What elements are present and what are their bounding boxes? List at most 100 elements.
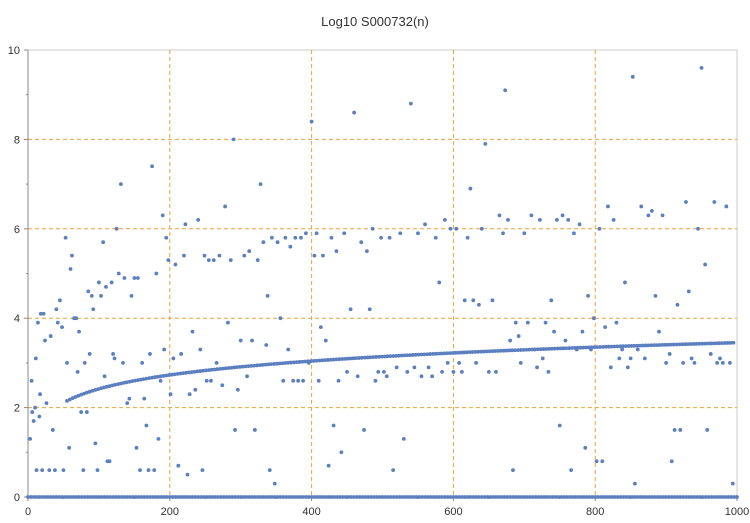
data-point	[50, 428, 55, 432]
data-point-curve	[598, 345, 603, 349]
data-point-zero	[474, 495, 478, 499]
data-point-zero	[201, 495, 206, 499]
data-point	[479, 226, 484, 231]
data-point-curve	[280, 361, 285, 366]
data-point-curve	[113, 382, 118, 387]
data-point-curve	[609, 344, 614, 349]
data-point-zero	[31, 495, 36, 499]
data-point-zero	[545, 495, 549, 499]
data-point-curve	[706, 341, 710, 346]
data-point-zero	[672, 495, 677, 499]
data-point-zero	[77, 495, 81, 499]
data-point	[525, 320, 530, 325]
data-point-zero	[45, 495, 50, 499]
data-point	[206, 258, 211, 262]
data-point	[471, 298, 476, 303]
data-point-curve	[612, 344, 617, 349]
data-point	[423, 222, 427, 227]
data-point-zero	[709, 495, 714, 499]
data-point-zero	[374, 495, 379, 499]
data-point-curve	[272, 362, 276, 366]
data-point	[457, 361, 461, 365]
data-point	[102, 374, 107, 379]
chart-title: Log10 S000732(n)	[321, 14, 429, 29]
data-point	[255, 258, 260, 262]
data-point-curve	[479, 349, 483, 354]
data-point-zero	[598, 495, 603, 499]
data-point	[552, 329, 556, 334]
data-point-zero	[340, 495, 345, 499]
data-point-zero	[250, 495, 254, 499]
data-point-curve	[320, 358, 325, 363]
data-point-curve	[550, 346, 554, 351]
data-point-curve	[538, 347, 543, 352]
data-point-curve	[504, 348, 509, 353]
data-point-zero	[105, 495, 110, 499]
data-point-curve	[388, 354, 393, 359]
data-point	[125, 401, 130, 406]
data-point-curve	[408, 353, 413, 357]
data-point-curve	[419, 352, 424, 357]
data-point-zero	[601, 495, 606, 499]
data-point-zero	[148, 495, 152, 499]
data-point-curve	[708, 341, 713, 346]
data-point-zero	[669, 495, 674, 499]
data-point-curve	[221, 366, 225, 371]
data-point-zero	[125, 495, 130, 499]
data-point-zero	[593, 495, 598, 499]
data-point-zero	[499, 495, 504, 499]
data-point-curve	[507, 348, 512, 353]
data-point-zero	[488, 495, 493, 499]
data-point	[614, 320, 619, 325]
data-point	[304, 231, 308, 236]
data-point	[63, 235, 68, 240]
data-point	[540, 356, 545, 361]
data-point-zero	[451, 495, 456, 499]
data-point	[166, 258, 171, 262]
data-point	[164, 235, 169, 240]
data-point-curve	[133, 378, 137, 383]
data-point-zero	[133, 495, 138, 499]
data-point	[416, 231, 420, 236]
data-point-curve	[606, 344, 611, 349]
data-point-zero	[227, 495, 232, 499]
data-point-curve	[286, 360, 291, 365]
data-point	[684, 200, 688, 204]
data-point-curve	[246, 364, 251, 369]
data-point	[681, 361, 686, 365]
data-point	[405, 369, 410, 374]
data-point-zero	[471, 495, 476, 499]
data-point-zero	[460, 495, 464, 499]
data-point-curve	[436, 351, 441, 356]
data-point-curve	[731, 340, 736, 345]
data-point-curve	[476, 349, 481, 354]
data-point	[258, 182, 263, 187]
data-point-curve	[456, 350, 461, 355]
y-tick-label-0: 0	[14, 492, 20, 504]
data-point-zero	[712, 495, 717, 499]
data-point	[433, 235, 438, 240]
data-point-zero	[417, 495, 422, 499]
data-point-zero	[479, 495, 484, 499]
data-point-zero	[224, 495, 229, 499]
data-point-curve	[618, 344, 622, 349]
data-point	[179, 352, 184, 356]
data-point-zero	[142, 495, 147, 499]
data-point-zero	[264, 495, 269, 499]
data-point-zero	[556, 495, 561, 499]
data-point-curve	[189, 370, 194, 374]
data-point-curve	[204, 368, 208, 373]
data-point-zero	[335, 495, 340, 499]
data-point-zero	[62, 495, 67, 499]
data-point	[426, 365, 431, 370]
data-point	[28, 436, 33, 441]
data-point-zero	[153, 495, 158, 499]
data-point	[715, 361, 720, 365]
data-point-curve	[561, 346, 566, 351]
data-point-curve	[720, 341, 725, 346]
data-point	[646, 213, 651, 218]
data-point-curve	[135, 378, 140, 383]
data-point	[574, 347, 579, 352]
data-point	[214, 361, 219, 365]
data-point-curve	[124, 380, 129, 385]
